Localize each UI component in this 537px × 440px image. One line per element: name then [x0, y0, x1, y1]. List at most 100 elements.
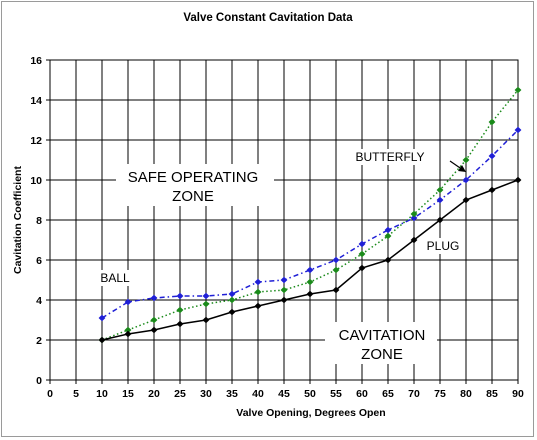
data-point-plug [228, 308, 236, 316]
data-point-butterfly [124, 326, 132, 334]
data-point-butterfly [384, 232, 392, 240]
data-point-plug [358, 264, 366, 272]
data-point-plug [462, 196, 470, 204]
series-group [98, 86, 522, 344]
x-tick-label: 85 [486, 388, 498, 400]
data-point-ball [514, 126, 522, 134]
data-point-plug [384, 256, 392, 264]
x-tick-label: 5 [73, 388, 79, 400]
data-point-ball [98, 314, 106, 322]
data-point-ball [228, 290, 236, 298]
x-tick-label: 80 [460, 388, 472, 400]
data-point-ball [488, 152, 496, 160]
data-point-ball [384, 226, 392, 234]
data-point-plug [150, 326, 158, 334]
series-ball [98, 126, 522, 322]
plug-series-label: PLUG [427, 239, 460, 253]
cavitation-zone-label-line1: CAVITATION [339, 327, 426, 344]
data-point-plug [410, 236, 418, 244]
data-point-plug [514, 176, 522, 184]
series-plug [98, 176, 522, 344]
x-tick-label: 65 [382, 388, 394, 400]
data-point-butterfly [254, 288, 262, 296]
butterfly-label-bg [347, 149, 433, 165]
data-point-butterfly [436, 186, 444, 194]
data-point-ball [124, 298, 132, 306]
data-point-butterfly [202, 300, 210, 308]
data-point-butterfly [410, 210, 418, 218]
data-point-ball [150, 294, 158, 302]
chart-title: Valve Constant Cavitation Data [183, 12, 353, 24]
x-tick-label: 25 [174, 388, 186, 400]
y-tick-label: 10 [30, 175, 42, 187]
x-tick-label: 10 [96, 388, 108, 400]
x-tick-label: 30 [200, 388, 212, 400]
ball-label-bg [96, 270, 134, 286]
x-tick-label: 70 [408, 388, 420, 400]
data-point-butterfly [462, 156, 470, 164]
data-point-plug [98, 336, 106, 344]
x-tick-label: 20 [148, 388, 160, 400]
x-tick-label: 90 [512, 388, 524, 400]
data-point-ball [436, 196, 444, 204]
data-point-plug [176, 320, 184, 328]
x-tick-label: 75 [434, 388, 446, 400]
butterfly-arrow-head [458, 165, 466, 172]
data-point-ball [410, 214, 418, 222]
series-line-ball [101, 129, 519, 319]
data-point-butterfly [514, 86, 522, 94]
safe-zone-label-bg [116, 164, 274, 206]
data-point-butterfly [488, 118, 496, 126]
plug-label-bg [423, 238, 463, 254]
data-point-plug [124, 330, 132, 338]
data-point-plug [254, 302, 262, 310]
butterfly-series-label: BUTTERFLY [355, 150, 424, 164]
y-tick-label: 8 [36, 215, 42, 227]
data-point-plug [436, 216, 444, 224]
data-point-ball [254, 278, 262, 286]
x-tick-label: 40 [252, 388, 264, 400]
x-tick-label: 15 [122, 388, 134, 400]
y-tick-label: 0 [36, 375, 42, 387]
data-point-ball [202, 292, 210, 300]
y-tick-label: 16 [30, 55, 42, 67]
data-point-plug [280, 296, 288, 304]
x-axis-label: Valve Opening, Degrees Open [236, 407, 385, 419]
x-tick-label: 45 [278, 388, 290, 400]
data-point-butterfly [280, 286, 288, 294]
gridlines [50, 60, 518, 380]
ball-series-label: BALL [100, 271, 130, 285]
data-point-butterfly [332, 266, 340, 274]
x-tick-label: 50 [304, 388, 316, 400]
data-point-ball [280, 276, 288, 284]
data-point-plug [306, 290, 314, 298]
data-point-butterfly [176, 306, 184, 314]
data-point-butterfly [150, 316, 158, 324]
y-axis-ticks: 0 2 4 6 8 10 12 14 16 [30, 55, 50, 387]
safe-zone-label-line1: SAFE OPERATING [128, 169, 259, 186]
y-tick-label: 4 [36, 295, 42, 307]
cavitation-zone-label-line2: ZONE [361, 346, 403, 363]
y-tick-label: 12 [30, 135, 42, 147]
data-point-butterfly [306, 278, 314, 286]
data-point-ball [176, 292, 184, 300]
data-point-plug [488, 186, 496, 194]
x-tick-label: 0 [47, 388, 53, 400]
data-point-plug [332, 286, 340, 294]
x-tick-label: 35 [226, 388, 238, 400]
x-axis-ticks: 0 5 10 15 20 25 30 35 40 45 50 55 60 65 70 75 80 85 90 [47, 380, 524, 400]
safe-zone-label-line2: ZONE [172, 188, 214, 205]
x-tick-label: 60 [356, 388, 368, 400]
data-point-ball [358, 240, 366, 248]
data-point-ball [462, 176, 470, 184]
data-point-ball [306, 266, 314, 274]
data-point-butterfly [228, 296, 236, 304]
cavitation-zone-label-bg [325, 322, 437, 364]
y-tick-label: 2 [36, 335, 42, 347]
y-axis-label: Cavitation Coefficient [12, 166, 24, 274]
data-point-butterfly [358, 250, 366, 258]
x-tick-label: 55 [330, 388, 342, 400]
y-tick-label: 6 [36, 255, 42, 267]
